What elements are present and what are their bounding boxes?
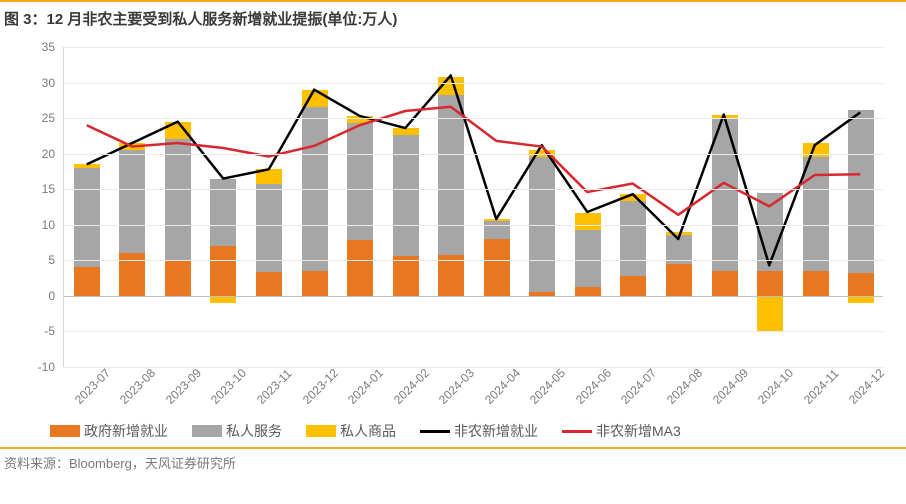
x-tick-label: 2023-11 — [254, 366, 294, 406]
y-tick-label: 0 — [48, 289, 55, 303]
gridline — [64, 260, 883, 261]
gridline — [64, 154, 883, 155]
y-tick-label: -10 — [38, 360, 55, 374]
x-tick-label: 2023-10 — [208, 366, 249, 407]
x-tick-label: 2023-09 — [163, 366, 204, 407]
title-bar: 图 3：12 月非农主要受到私人服务新增就业提振(单位:万人) — [0, 0, 906, 37]
source-text: 资料来源：Bloomberg，天风证券研究所 — [4, 456, 236, 471]
chart-container: -10 -5 0 5 10 15 20 25 30 35 2023-072023-082023-0… — [13, 37, 893, 417]
gridline — [64, 189, 883, 190]
y-tick-label: 25 — [42, 111, 55, 125]
y-tick-label: 35 — [42, 40, 55, 54]
legend-item-private_goods: 私人商品 — [306, 421, 396, 441]
y-tick-label: 20 — [42, 147, 55, 161]
legend-label: 政府新增就业 — [84, 421, 168, 441]
x-tick-label: 2023-07 — [72, 366, 113, 407]
y-tick-label: -5 — [44, 324, 55, 338]
legend-item-nonfarm_ma3: 非农新增MA3 — [562, 421, 681, 441]
legend-swatch-line — [420, 430, 450, 433]
gridline — [64, 367, 883, 368]
line-nonfarm — [87, 75, 861, 265]
x-tick-label: 2024-01 — [345, 366, 386, 407]
legend-item-nonfarm: 非农新增就业 — [420, 421, 538, 441]
legend-swatch-box — [306, 425, 336, 437]
x-tick-label: 2024-07 — [618, 366, 659, 407]
y-tick-label: 30 — [42, 76, 55, 90]
y-tick-label: 15 — [42, 182, 55, 196]
x-tick-label: 2023-12 — [300, 366, 341, 407]
y-axis: -10-505101520253035 — [13, 47, 59, 367]
x-axis: 2023-072023-082023-092023-102023-112023-… — [63, 369, 883, 419]
legend-label: 非农新增MA3 — [596, 421, 681, 441]
legend-label: 非农新增就业 — [454, 421, 538, 441]
x-tick-label: 2024-12 — [846, 366, 887, 407]
legend-swatch-box — [192, 425, 222, 437]
gridline — [64, 225, 883, 226]
x-tick-label: 2024-04 — [482, 366, 523, 407]
source-bar: 资料来源：Bloomberg，天风证券研究所 — [0, 447, 906, 476]
legend: 政府新增就业 私人服务 私人商品 非农新增就业 非农新增MA3 — [0, 417, 906, 447]
zero-line — [64, 296, 883, 297]
legend-label: 私人商品 — [340, 421, 396, 441]
gridline — [64, 331, 883, 332]
legend-label: 私人服务 — [226, 421, 282, 441]
x-tick-label: 2024-02 — [391, 366, 432, 407]
legend-item-private_service: 私人服务 — [192, 421, 282, 441]
line-nonfarm_ma3 — [87, 107, 861, 215]
x-tick-label: 2024-11 — [801, 366, 841, 406]
x-tick-label: 2024-08 — [664, 366, 705, 407]
y-tick-label: 5 — [48, 253, 55, 267]
x-tick-label: 2024-03 — [436, 366, 477, 407]
gridline — [64, 118, 883, 119]
legend-swatch-box — [50, 425, 80, 437]
chart-title: 图 3：12 月非农主要受到私人服务新增就业提振(单位:万人) — [4, 11, 397, 28]
y-tick-label: 10 — [42, 218, 55, 232]
lines-layer — [64, 47, 883, 367]
x-tick-label: 2024-05 — [527, 366, 568, 407]
legend-item-gov: 政府新增就业 — [50, 421, 168, 441]
plot-area — [63, 47, 883, 367]
x-tick-label: 2023-08 — [117, 366, 158, 407]
x-tick-label: 2024-10 — [755, 366, 796, 407]
gridline — [64, 83, 883, 84]
x-tick-label: 2024-06 — [573, 366, 614, 407]
legend-swatch-line — [562, 430, 592, 433]
x-tick-label: 2024-09 — [710, 366, 751, 407]
gridline — [64, 47, 883, 48]
